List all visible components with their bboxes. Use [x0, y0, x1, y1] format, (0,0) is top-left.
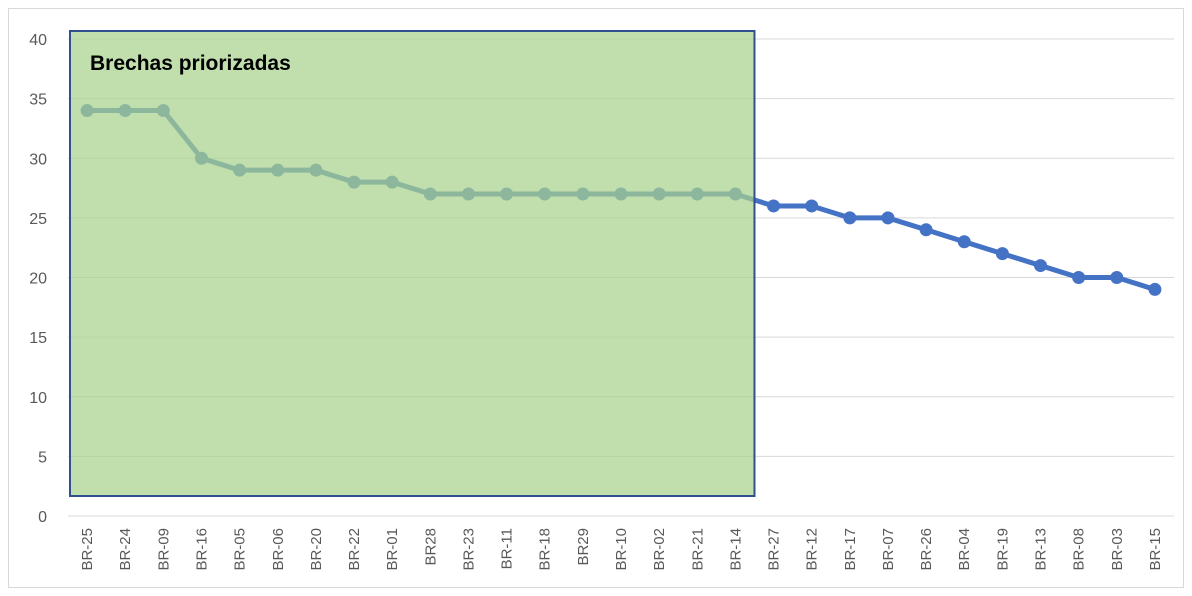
x-tick-label: BR-19	[994, 528, 1011, 571]
x-tick-label: BR-11	[499, 528, 516, 569]
x-tick-label: BR-21	[689, 528, 706, 571]
x-tick-label: BR-15	[1147, 528, 1164, 571]
x-tick-label: BR-09	[155, 528, 172, 571]
y-tick-label: 25	[29, 211, 47, 228]
data-point	[767, 199, 781, 213]
x-tick-label: BR-24	[117, 528, 134, 571]
y-tick-label: 15	[29, 330, 47, 347]
y-tick-label: 20	[29, 271, 47, 288]
x-tick-label: BR-16	[193, 528, 210, 571]
y-tick-label: 0	[38, 509, 47, 526]
x-tick-label: BR-10	[613, 528, 630, 571]
x-axis: BR-25 BR-24 BR-09 BR-16 BR-05 BR-06 BR-20 BR-22…	[79, 528, 1164, 571]
highlight-region	[69, 30, 756, 497]
x-tick-label: BR-06	[270, 528, 287, 571]
data-point	[1034, 259, 1048, 273]
x-tick-label: BR-04	[956, 528, 973, 571]
data-point	[881, 211, 895, 225]
x-tick-label: BR-20	[308, 528, 325, 571]
x-tick-label: BR-26	[918, 528, 935, 571]
x-tick-label: BR-05	[232, 528, 249, 571]
x-tick-label: BR-17	[842, 528, 859, 571]
x-tick-label: BR29	[575, 528, 592, 566]
x-tick-label: BR-13	[1033, 528, 1050, 571]
x-tick-label: BR28	[422, 528, 439, 566]
x-tick-label: BR-02	[651, 528, 668, 571]
line-chart: Brechas priorizadas 0 5 10 15 20 25 30 35 40 BR-…	[29, 30, 1174, 571]
data-point	[995, 247, 1009, 261]
x-tick-label: BR-12	[804, 528, 821, 571]
x-tick-label: BR-14	[727, 528, 744, 571]
data-point	[1072, 271, 1086, 284]
data-point	[957, 235, 971, 249]
x-tick-label: BR-08	[1071, 528, 1088, 571]
data-point	[1148, 282, 1162, 296]
x-tick-label: BR-03	[1109, 528, 1126, 571]
y-axis: 0 5 10 15 20 25 30 35 40	[29, 32, 47, 526]
x-tick-label: BR-07	[880, 528, 897, 571]
x-tick-label: BR-22	[346, 528, 363, 571]
data-point	[805, 199, 819, 213]
data-point	[919, 223, 933, 237]
x-tick-label: BR-27	[766, 528, 783, 571]
x-tick-label: BR-23	[460, 528, 477, 571]
x-tick-label: BR-01	[384, 528, 401, 571]
highlight-label: Brechas priorizadas	[90, 52, 291, 75]
y-tick-label: 5	[38, 449, 47, 466]
chart-frame: Brechas priorizadas 0 5 10 15 20 25 30 35 40 BR-…	[8, 8, 1184, 588]
y-tick-label: 40	[29, 32, 47, 49]
y-tick-label: 35	[29, 92, 47, 109]
data-point	[1110, 271, 1124, 284]
highlight-layer: Brechas priorizadas	[69, 30, 756, 497]
y-tick-label: 30	[29, 151, 47, 168]
data-point	[843, 211, 857, 225]
y-tick-label: 10	[29, 390, 47, 407]
x-tick-label: BR-18	[537, 528, 554, 571]
x-tick-label: BR-25	[79, 528, 96, 571]
